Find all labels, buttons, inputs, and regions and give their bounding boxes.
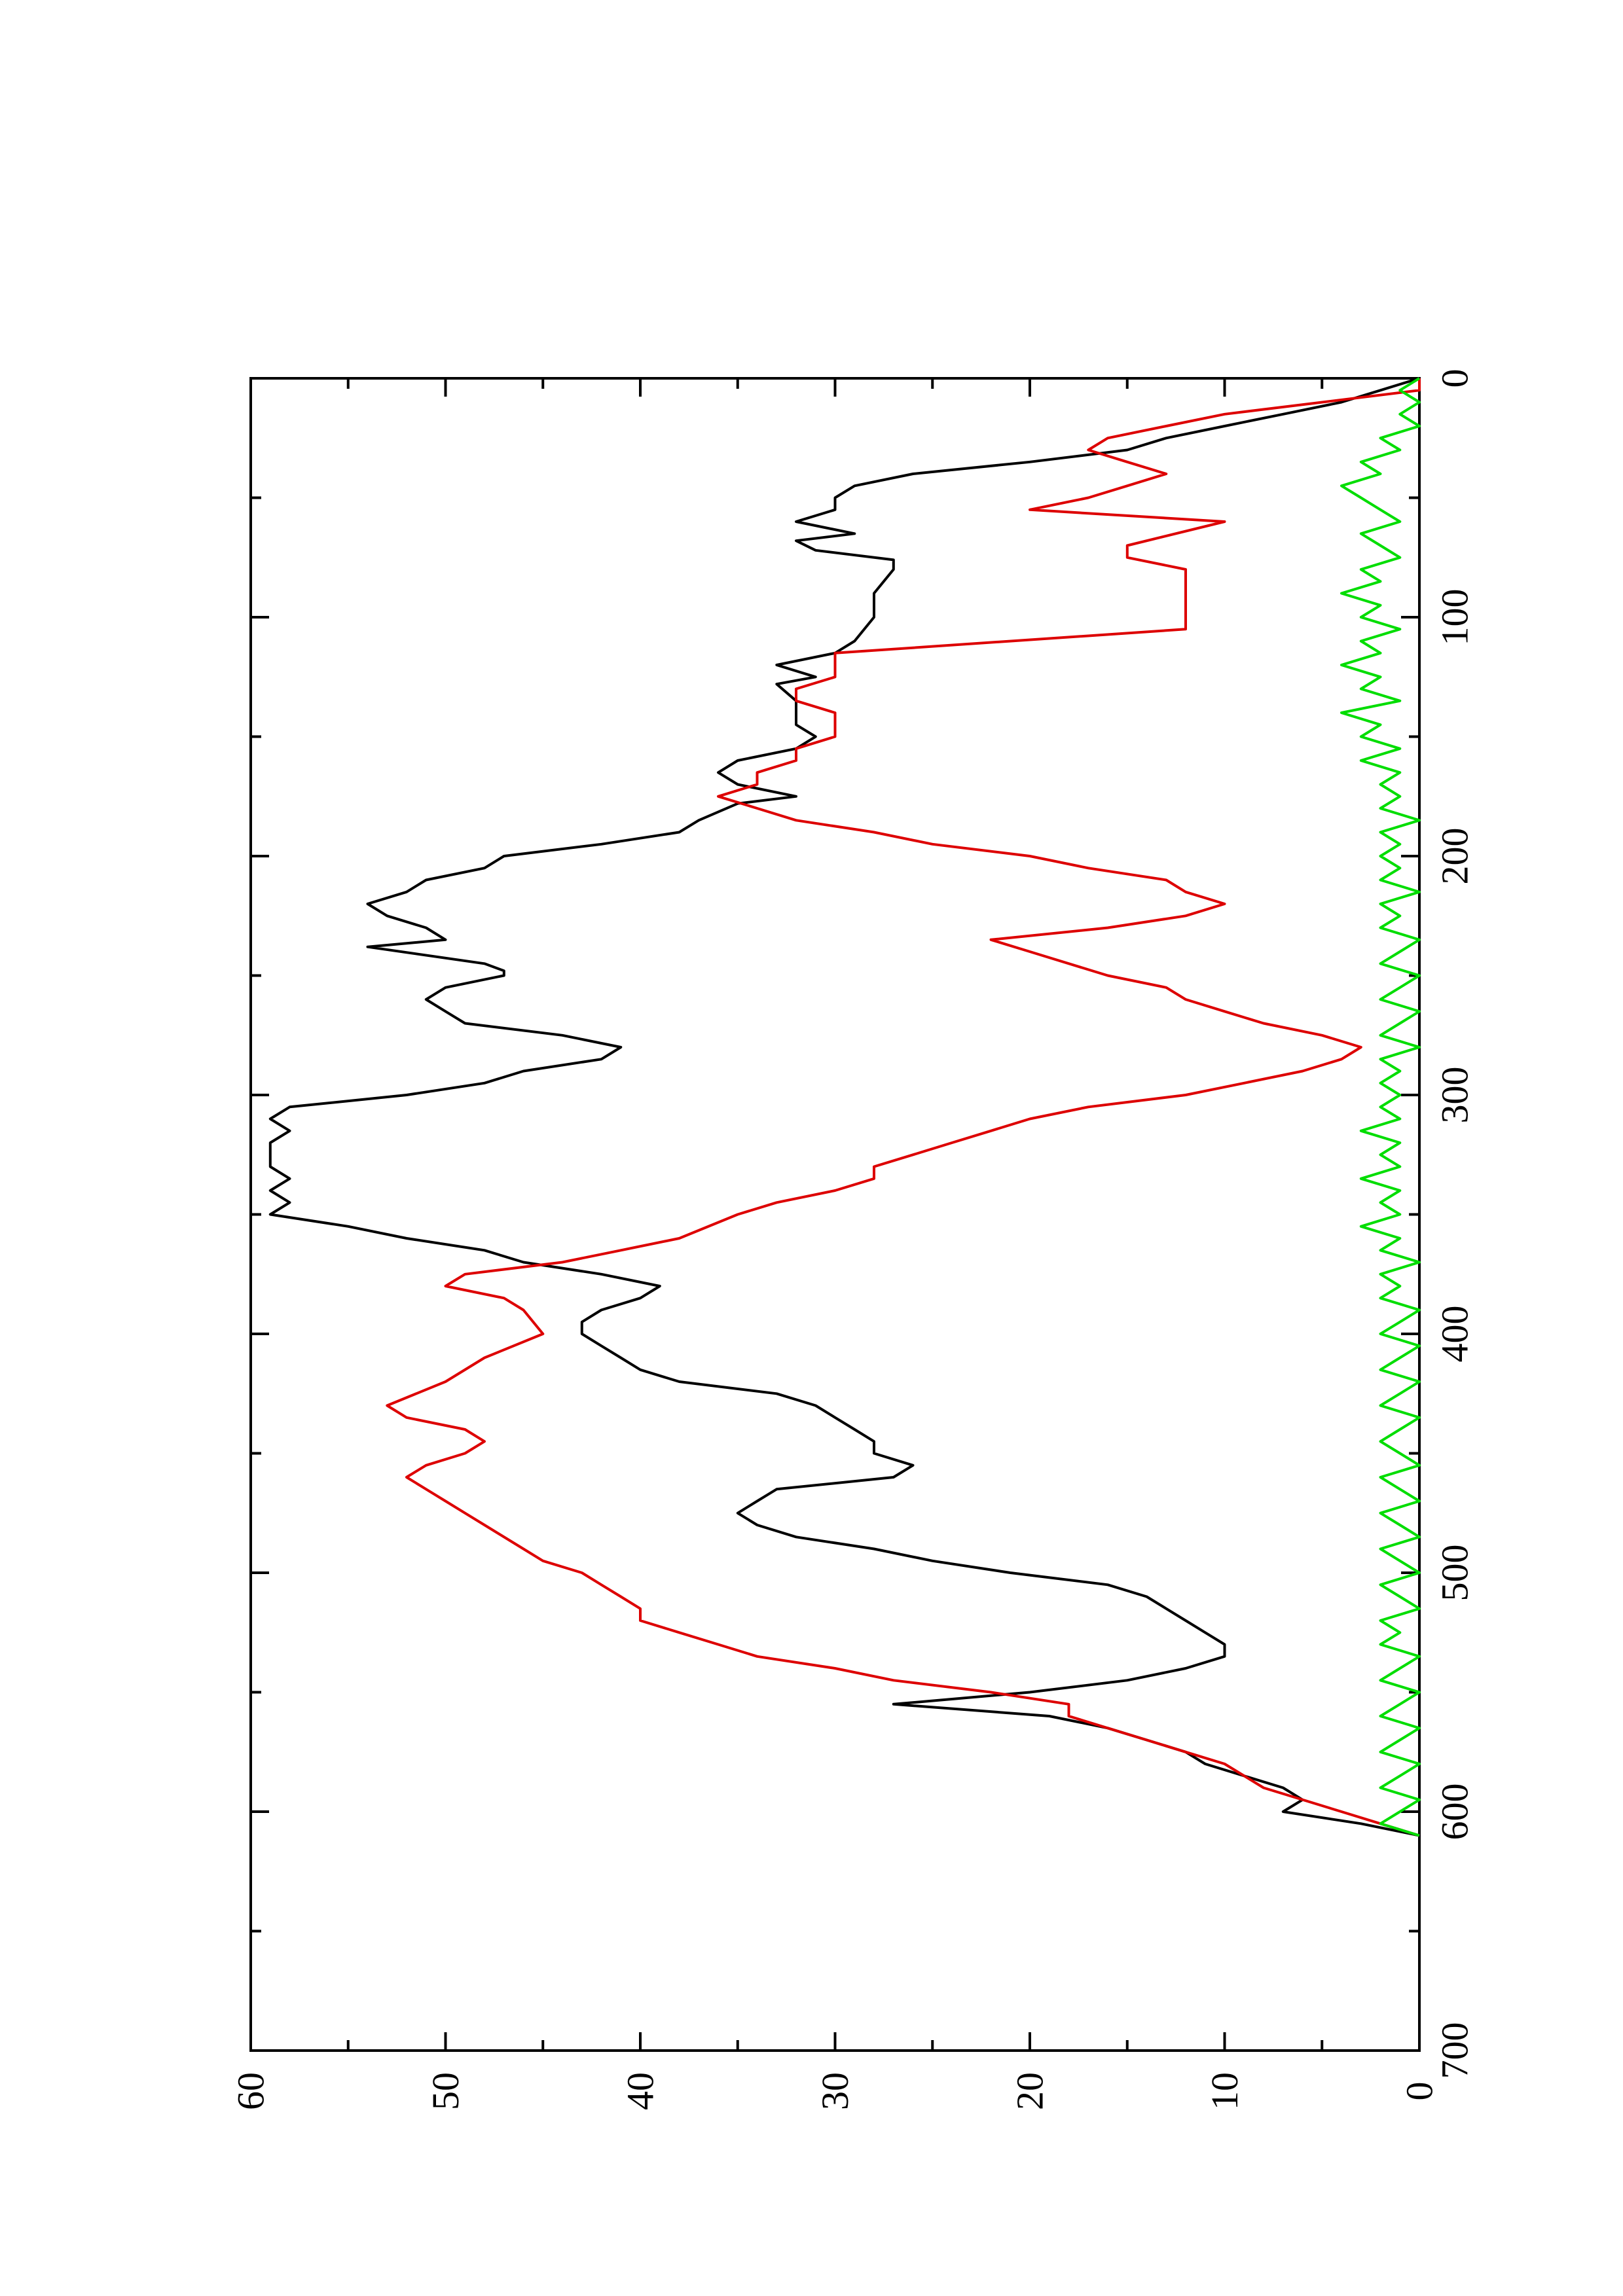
series-line-1 (268, 377, 1420, 1837)
x-tick-label: 400 (1434, 1306, 1476, 1363)
x-tick-label: 700 (1434, 2022, 1476, 2079)
x-tick-label: 200 (1434, 828, 1476, 885)
y-tick-label: 60 (230, 2072, 272, 2110)
tick-labels: 0 100 200 300 400 500 600 700 0 10 20 30 40 50 60 (230, 369, 1476, 2111)
x-tick-label: 500 (1434, 1545, 1476, 1602)
series-line-2 (386, 378, 1421, 1837)
ticks (249, 377, 1421, 2052)
plot-frame (249, 377, 1421, 2052)
x-tick-label: 0 (1434, 369, 1476, 388)
x-tick-label: 600 (1434, 1784, 1476, 1840)
y-tick-label: 50 (424, 2072, 467, 2110)
series-line-3 (1340, 377, 1421, 1837)
y-tick-label: 0 (1398, 2082, 1441, 2101)
x-tick-label: 300 (1434, 1067, 1476, 1124)
x-tick-label: 100 (1434, 589, 1476, 646)
y-tick-label: 40 (619, 2072, 662, 2110)
series-group (268, 377, 1421, 1837)
y-tick-label: 30 (814, 2072, 856, 2110)
y-tick-label: 20 (1009, 2072, 1051, 2110)
y-tick-label: 10 (1203, 2072, 1246, 2110)
